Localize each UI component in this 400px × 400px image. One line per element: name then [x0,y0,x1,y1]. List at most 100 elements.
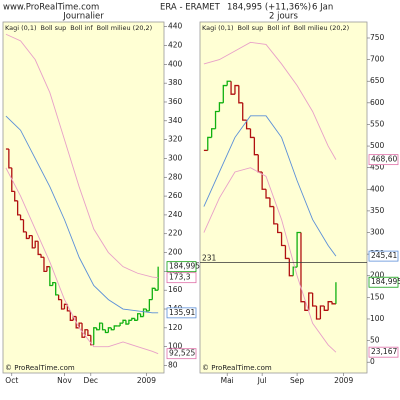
kagi-segment [315,305,321,320]
kagi-segment [230,81,235,95]
kagi-segment [40,254,44,258]
band-line [5,33,159,279]
plot-area [199,21,368,374]
kagi-segment [98,322,103,330]
price-box [368,276,399,288]
y-tick-label: 650 [370,76,385,85]
kagi-segment [308,292,313,311]
band-line [203,167,337,353]
price-label: 184,995 [169,262,200,271]
kagi-segment [222,84,228,103]
price-box [368,346,399,358]
price-box [368,154,399,166]
y-tick-label: 360 [168,97,183,106]
kagi-segment [139,313,144,318]
symbol: ERA - ERAMET [160,3,221,13]
price-box [368,250,399,262]
y-tick-label: 120 [168,323,183,332]
kagi-segment [14,191,18,202]
y-tick-label: 160 [168,285,183,294]
kagi-segment [22,219,27,233]
kagi-segment [137,313,141,321]
kagi-segment [107,327,112,333]
kagi-segment [104,329,109,334]
date: 6 Jan [312,3,333,13]
kagi-segment [214,110,220,129]
kagi-segment [19,214,24,221]
kagi-segment [331,301,336,305]
quote: 184,995 (+11,36%) [227,3,311,13]
kagi-segment [101,323,106,331]
price-box [166,348,197,360]
y-tick-label: 500 [370,141,385,150]
y-tick-label: 350 [370,206,385,215]
y-tick-label: 400 [370,184,385,193]
legend-entry: Boll inf [267,24,290,32]
y-tick-label: 50 [370,336,380,345]
chart-title: Journalier [62,12,104,22]
legend-entry: Boll sup [238,24,264,32]
legend-entry: Boll inf [70,24,93,32]
x-tick-label: Oct [5,376,18,385]
kagi-segment [242,102,247,121]
source: © ProRealTime.com [5,364,75,372]
y-tick-label: 700 [370,55,385,64]
plot [203,41,337,353]
kagi-segment [323,305,329,311]
y-tick-label: 260 [168,191,183,200]
y-tick-label: 200 [370,271,385,280]
kagi-segment [93,327,97,345]
chart-title: 2 jours [269,12,299,22]
kagi-segment [113,325,118,330]
kagi-segment [142,308,147,317]
price-box [166,261,197,273]
y-tick-label: 280 [168,172,183,181]
price-label: 245,41 [371,251,397,260]
price-box [166,272,197,284]
kagi-segment [134,318,138,321]
y-tick-label: 200 [168,248,183,257]
price-label: 173,3 [169,273,191,282]
kagi-segment [288,258,294,277]
y-tick-label: 100 [168,342,183,351]
kagi-segment [60,299,65,310]
x-tick-label: 2009 [334,376,353,385]
kagi-segment [43,257,47,273]
kagi-segment [25,231,30,240]
y-tick-label: 300 [370,228,385,237]
kagi-segment [119,322,124,326]
kagi-segment [238,85,243,104]
legend-entry: Boll sup [41,24,67,32]
kagi-segment [145,309,150,312]
kagi-segment [269,197,274,208]
y-tick-label: 150 [370,292,385,301]
kagi-segment [300,232,305,303]
y-tick-label: 240 [168,210,183,219]
kagi-segment [31,235,36,249]
kagi-segment [34,240,39,248]
band-line [203,41,337,160]
kagi-segment [245,120,251,130]
legend-entry: Boll milieu (20,2) [97,24,153,32]
kagi-segment [16,200,21,216]
kagi-segment [207,136,212,151]
y-tick-label: 550 [370,119,385,128]
kagi-segment [37,241,42,256]
kagi-segment [296,231,301,268]
kagi-segment [78,322,83,328]
kagi-segment [249,128,255,139]
y-tick-label: 440 [168,22,183,31]
x-tick-label: 2009 [137,376,156,385]
kagi-segment [211,128,216,138]
kagi-segment [226,80,232,86]
kagi-segment [125,320,129,325]
kagi-segment [96,327,100,331]
x-tick-label: Nov [57,376,72,385]
legend-entry: Kagi (0,1) [5,24,37,32]
kagi-segment [11,167,15,193]
level-label: 231 [202,253,217,262]
band-line [203,115,337,257]
x-tick-label: Mai [221,376,234,385]
kagi-segment [66,304,71,312]
